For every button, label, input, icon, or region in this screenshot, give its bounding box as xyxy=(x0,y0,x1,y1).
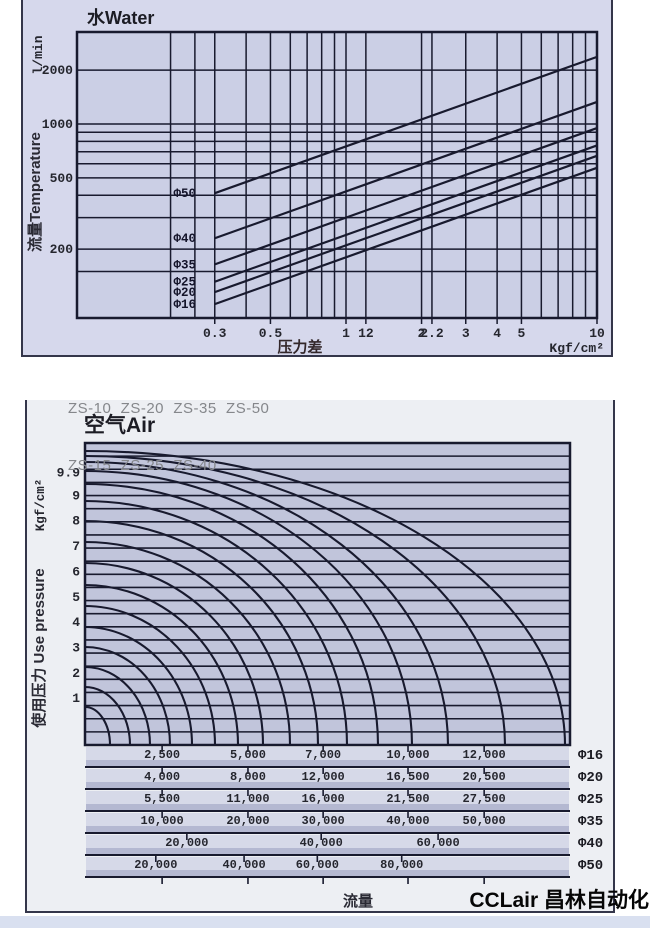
flow-value: 20,000 xyxy=(226,814,269,828)
flow-value: 12,000 xyxy=(302,770,345,784)
flow-value: 21,500 xyxy=(386,792,429,806)
water-chart-title: 水Water xyxy=(87,7,154,28)
y-tick-label: 9 xyxy=(72,488,80,503)
air-curves xyxy=(84,449,567,746)
table-row-label: Φ16 xyxy=(578,748,603,764)
y-tick-label: 3 xyxy=(72,640,80,655)
flow-value: 27,500 xyxy=(463,792,506,806)
flow-value: 10,000 xyxy=(141,814,184,828)
y-axis-units: Kgf/cm² xyxy=(34,479,48,532)
flow-value: 5,000 xyxy=(230,748,266,762)
flow-value: 40,000 xyxy=(300,836,343,850)
series-label: Φ16 xyxy=(173,298,196,312)
air-y-ticks: 9.9 9 8 7 6 5 4 3 2 1 xyxy=(57,466,81,707)
x-tick-label: 2 xyxy=(418,326,426,341)
air-flow-table: 2,500 5,000 7,000 10,000 12,000 Φ16 4,000 8,000… xyxy=(85,744,603,884)
flow-value: 7,000 xyxy=(305,748,341,762)
x-axis-units: Kgf/cm² xyxy=(549,341,604,356)
x-tick-label: 0.5 xyxy=(259,326,283,341)
x-tick-label: 4 xyxy=(493,326,501,341)
flow-value: 40,000 xyxy=(386,814,429,828)
series-label: Φ35 xyxy=(173,258,196,272)
flow-value: 40,000 xyxy=(222,858,265,872)
y-tick-label: 2 xyxy=(72,666,80,681)
series-label: Φ25 xyxy=(173,276,196,290)
flow-value: 16,500 xyxy=(386,770,429,784)
y-tick-label: 8 xyxy=(72,514,80,529)
water-x-ticks: 0.3 0.5 1 12 22.2 3 4 5 10 xyxy=(203,319,605,341)
flow-value: 60,000 xyxy=(416,836,459,850)
water-y-ticks: 2000 1000 500 200 xyxy=(42,63,73,257)
y-tick-label: 6 xyxy=(72,564,80,579)
flow-value: 11,000 xyxy=(226,792,269,806)
table-row-label: Φ35 xyxy=(578,814,603,830)
x-tick-label: 1 xyxy=(342,326,350,341)
y-tick-label: 500 xyxy=(50,171,74,186)
x-tick-label: 10 xyxy=(589,326,605,341)
flow-value: 2,500 xyxy=(144,748,180,762)
y-tick-label: 1 xyxy=(72,691,80,706)
flow-value: 5,500 xyxy=(144,792,180,806)
flow-value: 80,000 xyxy=(380,858,423,872)
series-label: Φ40 xyxy=(173,232,196,246)
model-list: ZS-10 ZS-20 ZS-35 ZS-50 ZS-15 ZS-25 ZS-4… xyxy=(68,361,269,513)
model-list-line2: ZS-15 ZS-25 ZS-40 xyxy=(68,457,217,474)
y-axis-title: 使用压力 Use pressure xyxy=(30,568,48,728)
flow-value: 16,000 xyxy=(302,792,345,806)
x-tick-label: 12 xyxy=(358,326,374,341)
flow-value: 50,000 xyxy=(463,814,506,828)
y-axis-title: 流量Temperature xyxy=(26,132,44,252)
table-row-label: Φ20 xyxy=(578,770,603,786)
table-row-label: Φ25 xyxy=(578,792,603,808)
flow-value: 12,000 xyxy=(463,748,506,762)
watermark-text: CCLair 昌林自动化 xyxy=(469,889,649,912)
flow-value: 20,500 xyxy=(463,770,506,784)
flow-value: 20,000 xyxy=(165,836,208,850)
water-chart: 0.3 0.5 1 12 22.2 3 4 5 10 2000 1000 500 200 Φ50 Φ40 Φ3… xyxy=(21,0,613,357)
flow-value: 10,000 xyxy=(386,748,429,762)
flow-value: 60,000 xyxy=(296,858,339,872)
x-tick-label: 5 xyxy=(518,326,526,341)
y-tick-label: 1000 xyxy=(42,117,73,132)
x-axis-title: 流量 xyxy=(343,892,373,910)
flow-value: 20,000 xyxy=(134,858,177,872)
series-label: Φ20 xyxy=(173,286,196,300)
y-tick-label: 9.9 xyxy=(57,466,81,481)
table-row-label: Φ40 xyxy=(578,836,603,852)
water-grid xyxy=(77,32,597,318)
x-tick-label: 0.3 xyxy=(203,326,227,341)
x-tick-label: 2.2 xyxy=(420,326,444,341)
y-axis-units: l/min xyxy=(31,35,46,74)
y-tick-label: 5 xyxy=(72,590,80,605)
x-tick-label: 3 xyxy=(462,326,470,341)
air-chart: 9.9 9 8 7 6 5 4 3 2 1 2,500 5,000 7,000 10,000 12,000 Φ… xyxy=(0,400,650,928)
flow-value: 30,000 xyxy=(302,814,345,828)
flow-value: 4,000 xyxy=(144,770,180,784)
y-tick-label: 7 xyxy=(72,539,80,554)
table-row-label: Φ50 xyxy=(578,858,603,874)
flow-value: 8,000 xyxy=(230,770,266,784)
y-tick-label: 2000 xyxy=(42,63,73,78)
y-tick-label: 200 xyxy=(50,242,74,257)
model-list-line1: ZS-10 ZS-20 ZS-35 ZS-50 xyxy=(68,400,270,417)
series-label: Φ50 xyxy=(173,187,196,201)
air-chart-title: 空气Air xyxy=(84,413,155,437)
y-tick-label: 4 xyxy=(72,615,80,630)
x-axis-title: 压力差 xyxy=(277,338,322,356)
